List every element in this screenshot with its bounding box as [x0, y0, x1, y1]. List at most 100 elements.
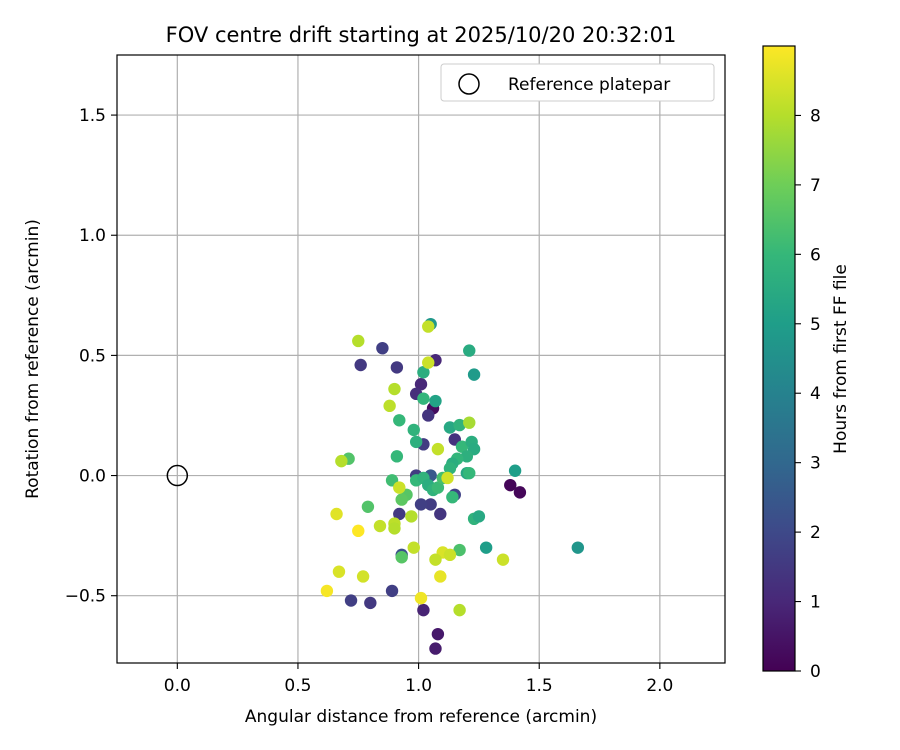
data-point: [429, 642, 442, 655]
data-point: [422, 409, 435, 422]
data-point: [422, 356, 435, 369]
data-point: [417, 392, 430, 405]
data-point: [463, 344, 476, 357]
data-point: [354, 358, 367, 372]
data-point: [417, 603, 430, 617]
colorbar-tick-label: 6: [810, 245, 821, 265]
data-point: [472, 510, 486, 523]
data-point: [508, 464, 522, 477]
colorbar-label: Hours from first FF file: [831, 264, 851, 454]
data-point: [364, 596, 377, 610]
data-point: [446, 490, 459, 504]
data-point: [320, 584, 334, 598]
data-point: [361, 500, 375, 513]
y-tick-label: 1.5: [79, 106, 106, 126]
data-point: [395, 551, 408, 564]
colorbar-tick-label: 4: [810, 384, 821, 404]
colorbar-tick-label: 0: [810, 662, 821, 682]
grid: [117, 55, 725, 663]
data-point: [424, 498, 437, 511]
x-axis-label: Angular distance from reference (arcmin): [245, 707, 597, 727]
x-tick-label: 0.5: [284, 676, 311, 696]
y-axis-ticks: −0.5 0.0 0.5 1.0 1.5: [65, 106, 117, 607]
data-point: [441, 471, 454, 485]
x-tick-label: 1.5: [526, 676, 553, 696]
legend-marker: [458, 73, 480, 95]
data-point: [409, 435, 423, 449]
colorbar-tick-label: 3: [810, 454, 821, 474]
data-point: [429, 394, 442, 408]
y-tick-label: 0.0: [79, 467, 106, 487]
data-point: [429, 553, 442, 566]
data-point: [388, 522, 401, 535]
data-point: [352, 334, 365, 348]
legend-box: [440, 63, 715, 102]
data-point: [434, 507, 447, 521]
y-tick-label: 0.5: [79, 346, 106, 366]
x-tick-label: 1.0: [405, 676, 432, 696]
data-point: [504, 478, 517, 492]
colorbar-tick-label: 8: [810, 106, 821, 126]
data-point: [373, 519, 387, 533]
reference-point-marker: [166, 464, 189, 487]
data-point: [414, 591, 428, 605]
data-point: [390, 450, 404, 463]
data-point: [356, 570, 370, 583]
data-point: [407, 423, 420, 437]
chart-title: FOV centre drift starting at 2025/10/20 …: [166, 23, 677, 47]
data-point: [443, 462, 457, 475]
data-point: [431, 627, 445, 641]
data-point: [352, 524, 365, 538]
data-point: [376, 341, 389, 355]
data-point: [385, 584, 399, 598]
data-point: [455, 440, 469, 453]
data-point: [479, 541, 493, 554]
data-point: [431, 442, 445, 456]
data-point: [417, 366, 430, 379]
data-point: [393, 507, 406, 521]
data-point: [383, 399, 396, 413]
data-point: [571, 541, 585, 554]
x-axis-ticks: 0.0 0.5 1.0 1.5 2.0: [164, 663, 673, 696]
colorbar-tick-label: 7: [810, 176, 821, 196]
data-point: [434, 570, 447, 583]
data-point: [422, 320, 435, 333]
data-point: [335, 454, 348, 468]
plot-frame: [116, 54, 726, 664]
data-point: [431, 481, 445, 494]
y-axis-label: Rotation from reference (arcmin): [23, 219, 43, 499]
y-tick-label: −0.5: [65, 587, 106, 607]
data-point: [414, 378, 428, 391]
data-points: [166, 317, 585, 655]
data-point: [405, 510, 418, 523]
colorbar-tick-label: 5: [810, 315, 821, 335]
data-point: [443, 548, 457, 562]
x-tick-label: 2.0: [646, 676, 673, 696]
data-point: [393, 481, 406, 494]
data-point: [453, 418, 466, 432]
colorbar-ticks: 0 1 2 3 4 5 6 7 8: [795, 106, 821, 682]
data-point: [443, 421, 457, 434]
colorbar-tick-label: 2: [810, 523, 821, 543]
colorbar: 0 1 2 3 4 5 6 7 8 Hours from first FF file: [762, 45, 851, 682]
data-point: [463, 416, 476, 429]
colorbar-bar: [762, 45, 796, 672]
colorbar-tick-label: 1: [810, 593, 821, 613]
data-point: [407, 541, 420, 554]
data-point: [344, 594, 358, 607]
data-point: [390, 361, 404, 374]
data-point: [330, 507, 343, 521]
data-point: [393, 414, 406, 427]
data-point: [395, 493, 408, 506]
data-point: [513, 486, 527, 499]
data-point: [453, 543, 466, 557]
legend-label: Reference platepar: [508, 75, 670, 95]
x-tick-label: 0.0: [164, 676, 191, 696]
data-point: [467, 368, 481, 381]
y-tick-label: 1.0: [79, 226, 106, 246]
legend: Reference platepar: [440, 63, 715, 102]
data-point: [332, 565, 346, 578]
data-point: [460, 450, 474, 463]
data-point: [463, 466, 476, 480]
